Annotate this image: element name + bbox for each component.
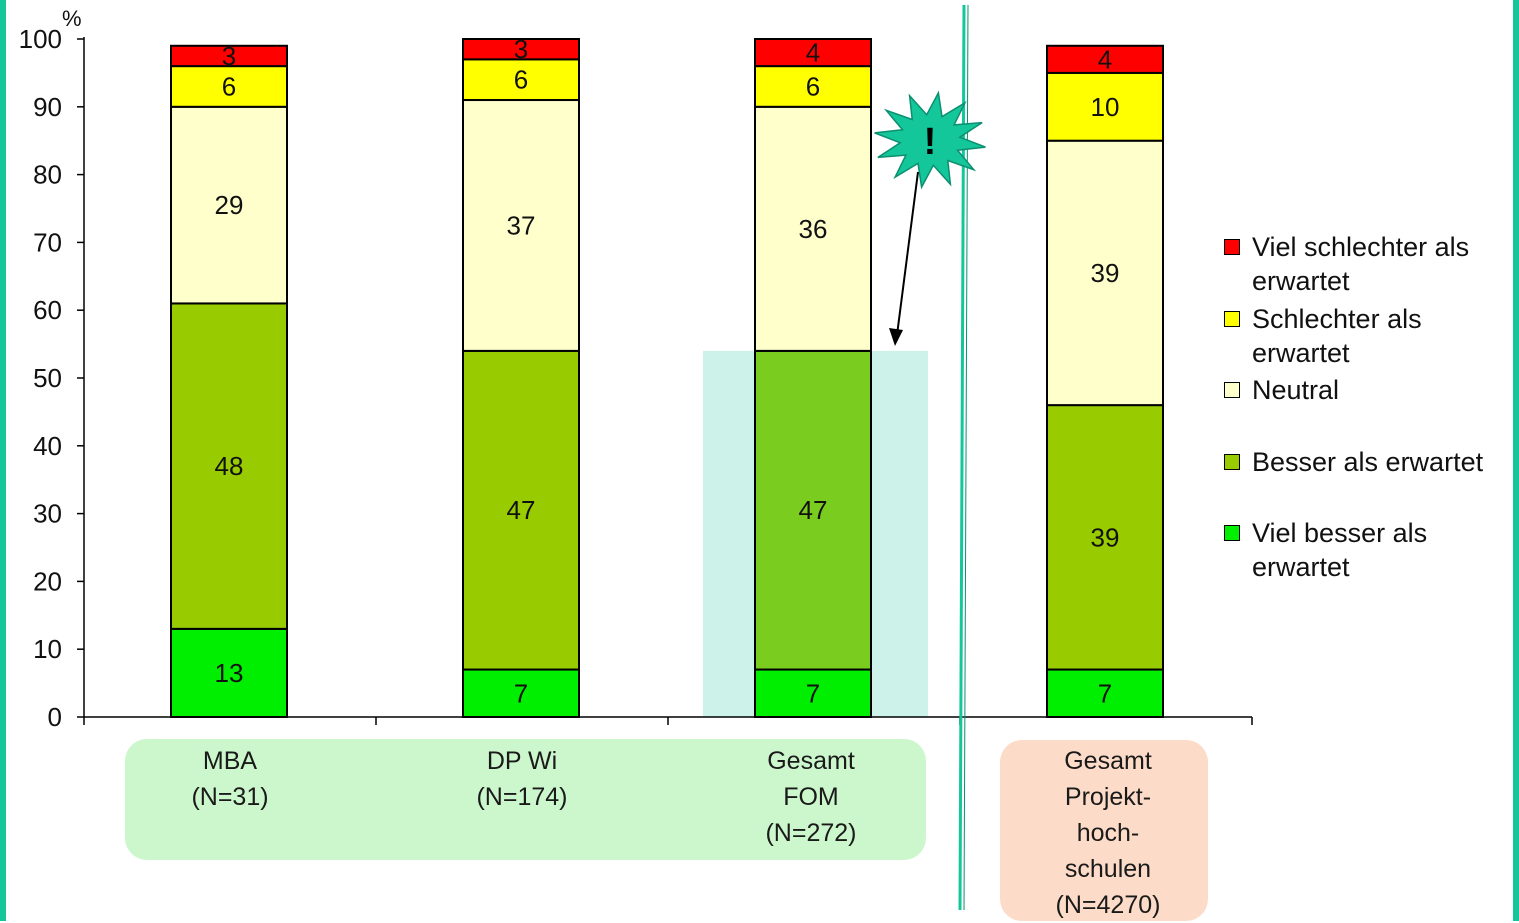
legend-swatch — [1224, 454, 1240, 470]
bar-value-label: 13 — [215, 658, 244, 688]
y-tick-label: 50 — [33, 363, 62, 393]
bar-segment — [1046, 44, 1164, 74]
bar-segment — [170, 302, 288, 630]
category-label: MBA (N=31) — [191, 747, 269, 811]
bar-value-label: 4 — [806, 38, 820, 68]
y-tick-label: 0 — [48, 702, 62, 732]
bar-value-label: 7 — [514, 678, 528, 708]
bar-segment — [754, 349, 872, 671]
legend-swatch — [1224, 311, 1240, 327]
bar-segment — [170, 627, 288, 718]
bar-value-label: 47 — [507, 495, 536, 525]
legend-label: Besser als erwartet — [1252, 447, 1484, 477]
bar-value-label: 7 — [1098, 678, 1112, 708]
y-tick-label: 40 — [33, 431, 62, 461]
bar-segment — [170, 105, 288, 305]
bar-segment — [170, 44, 288, 68]
bar-value-label: 3 — [222, 41, 236, 71]
category-group-projekt-box — [1000, 740, 1208, 921]
group-divider — [958, 4, 966, 911]
bar-value-label: 36 — [799, 214, 828, 244]
y-tick-label: 20 — [33, 566, 62, 596]
bar-value-label: 6 — [806, 71, 820, 101]
category-group-fom-box — [125, 739, 926, 860]
y-tick-label: 60 — [33, 295, 62, 325]
bar-value-label: 39 — [1091, 522, 1120, 552]
y-tick-label: 70 — [33, 227, 62, 257]
bar-value-label: 4 — [1098, 44, 1112, 74]
bar-segment — [462, 668, 580, 718]
bar-value-label: 47 — [799, 495, 828, 525]
legend-label: Viel schlechter als erwartet — [1252, 232, 1470, 296]
bar-value-label: 39 — [1091, 258, 1120, 288]
callout-arrow-head — [889, 328, 903, 346]
callout-exclamation: ! — [924, 121, 937, 163]
y-axis-unit: % — [62, 6, 82, 31]
y-tick-label: 10 — [33, 634, 62, 664]
y-tick-label: 100 — [19, 24, 62, 54]
callout-starburst — [874, 90, 986, 190]
legend-swatch — [1224, 382, 1240, 398]
category-label: Gesamt FOM (N=272) — [765, 747, 857, 847]
legend-label: Schlechter als erwartet — [1252, 304, 1422, 368]
bar-segment — [1046, 139, 1164, 407]
bar-segment — [1046, 71, 1164, 142]
y-tick-label: 80 — [33, 160, 62, 190]
bar-segment — [754, 668, 872, 718]
bar-value-label: 7 — [806, 678, 820, 708]
group-divider-shadow — [963, 4, 969, 911]
bar-value-label: 6 — [222, 71, 236, 101]
bar-value-label: 3 — [514, 34, 528, 64]
legend-label: Viel besser als erwartet — [1252, 518, 1428, 582]
bar-segment — [170, 65, 288, 108]
bar-value-label: 10 — [1091, 92, 1120, 122]
callout-arrow-line — [896, 171, 919, 336]
category-label: DP Wi (N=174) — [476, 747, 568, 811]
y-tick-label: 90 — [33, 92, 62, 122]
bar-value-label: 37 — [507, 210, 536, 240]
legend-swatch — [1224, 525, 1240, 541]
category-label: Gesamt Projekt- hoch- schulen (N=4270) — [1055, 747, 1161, 919]
bar-value-label: 29 — [215, 190, 244, 220]
bar-segment — [754, 38, 872, 68]
y-tick-label: 30 — [33, 499, 62, 529]
bar-segment — [462, 99, 580, 352]
bar-segment — [754, 105, 872, 352]
legend-label: Neutral — [1252, 375, 1340, 405]
bar-segment — [462, 38, 580, 61]
legend-swatch — [1224, 239, 1240, 255]
bar-value-label: 6 — [514, 65, 528, 95]
bar-value-label: 48 — [215, 451, 244, 481]
bar-segment — [1046, 668, 1164, 718]
bar-segment — [462, 349, 580, 671]
